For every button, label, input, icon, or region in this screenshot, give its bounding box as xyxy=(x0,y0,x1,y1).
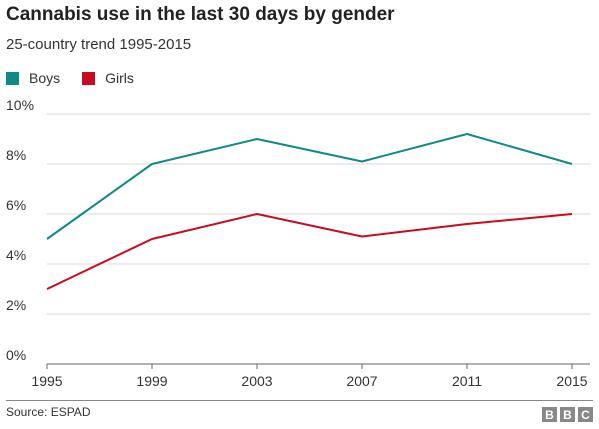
x-tick-label: 2015 xyxy=(556,373,587,389)
source-note: Source: ESPAD xyxy=(6,405,91,419)
chart-title: Cannabis use in the last 30 days by gend… xyxy=(6,4,395,25)
legend-label-boys: Boys xyxy=(29,70,61,86)
chart-subtitle: 25-country trend 1995-2015 xyxy=(6,36,192,53)
bbc-logo-letter: B xyxy=(542,407,557,422)
legend-label-girls: Girls xyxy=(105,70,134,86)
y-tick-label: 8% xyxy=(6,147,26,163)
x-tick-label: 2011 xyxy=(452,373,482,389)
y-tick-label: 0% xyxy=(6,347,26,363)
x-tick-label: 2003 xyxy=(241,373,272,389)
bbc-logo: B B C xyxy=(542,407,593,422)
y-tick-label: 6% xyxy=(6,197,26,213)
series-line-boys xyxy=(46,133,573,240)
y-tick-label: 2% xyxy=(6,297,26,313)
x-tick-label: 2007 xyxy=(346,373,377,389)
legend: Boys Girls xyxy=(6,70,156,86)
legend-swatch-girls xyxy=(82,71,96,85)
legend-item-boys: Boys xyxy=(6,70,60,86)
x-tick-label: 1995 xyxy=(31,373,62,389)
series-line-girls xyxy=(46,213,573,290)
legend-item-girls: Girls xyxy=(82,70,134,86)
legend-swatch-boys xyxy=(6,71,19,85)
bbc-logo-letter: C xyxy=(578,407,593,422)
x-tick-label: 1999 xyxy=(136,373,167,389)
y-tick-label: 4% xyxy=(6,247,26,263)
y-tick-label: 10% xyxy=(6,97,34,113)
footer-divider xyxy=(6,400,593,401)
bbc-logo-letter: B xyxy=(560,407,575,422)
